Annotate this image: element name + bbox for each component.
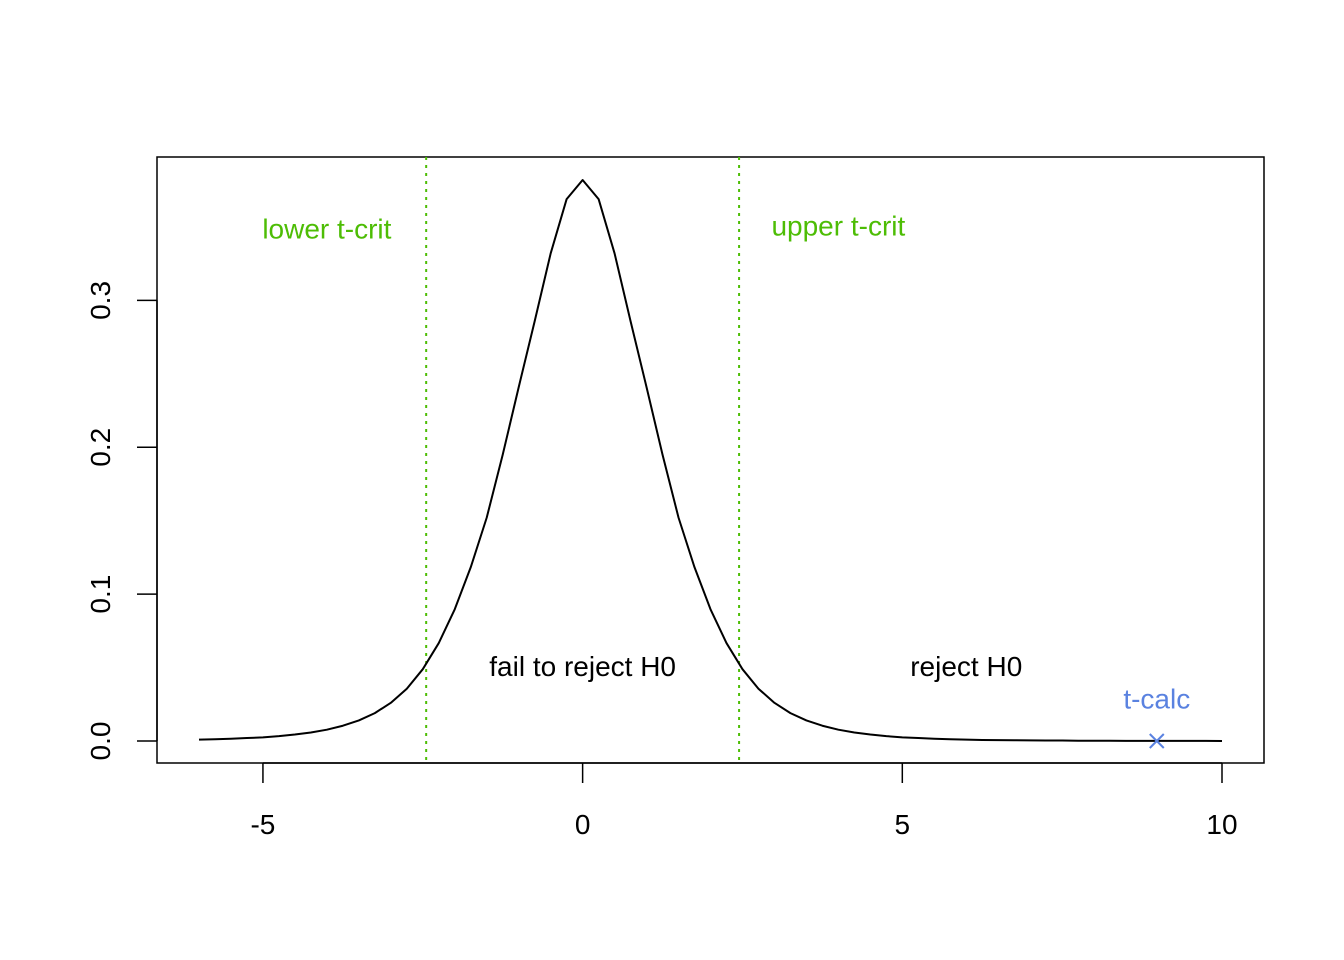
plot-frame — [156, 156, 1265, 764]
y-tick-label: 0.2 — [85, 428, 116, 467]
y-tick-label: 0.3 — [85, 281, 116, 320]
x-axis: -5 0 5 10 — [250, 762, 1238, 840]
reject-label: reject H0 — [910, 651, 1022, 682]
density-curve-group — [198, 179, 1223, 742]
t-calc-label: t-calc — [1123, 683, 1190, 714]
x-tick-label: 5 — [895, 809, 911, 840]
upper-t-crit-label: upper t-crit — [771, 211, 905, 242]
x-tick-label: -5 — [250, 809, 275, 840]
lower-t-crit-label: lower t-crit — [262, 213, 391, 244]
y-tick-label: 0.1 — [85, 575, 116, 614]
t-calc-marker — [1149, 733, 1165, 749]
density-curve — [198, 179, 1223, 742]
x-tick-label: 10 — [1206, 809, 1237, 840]
y-axis: 0.0 0.1 0.2 0.3 — [85, 281, 158, 761]
x-tick-label: 0 — [575, 809, 591, 840]
y-tick-label: 0.0 — [85, 722, 116, 761]
annotations: lower t-crit upper t-crit fail to reject H… — [262, 211, 1190, 715]
fail-to-reject-label: fail to reject H0 — [489, 651, 676, 682]
t-calc-marker-group — [1149, 733, 1165, 749]
